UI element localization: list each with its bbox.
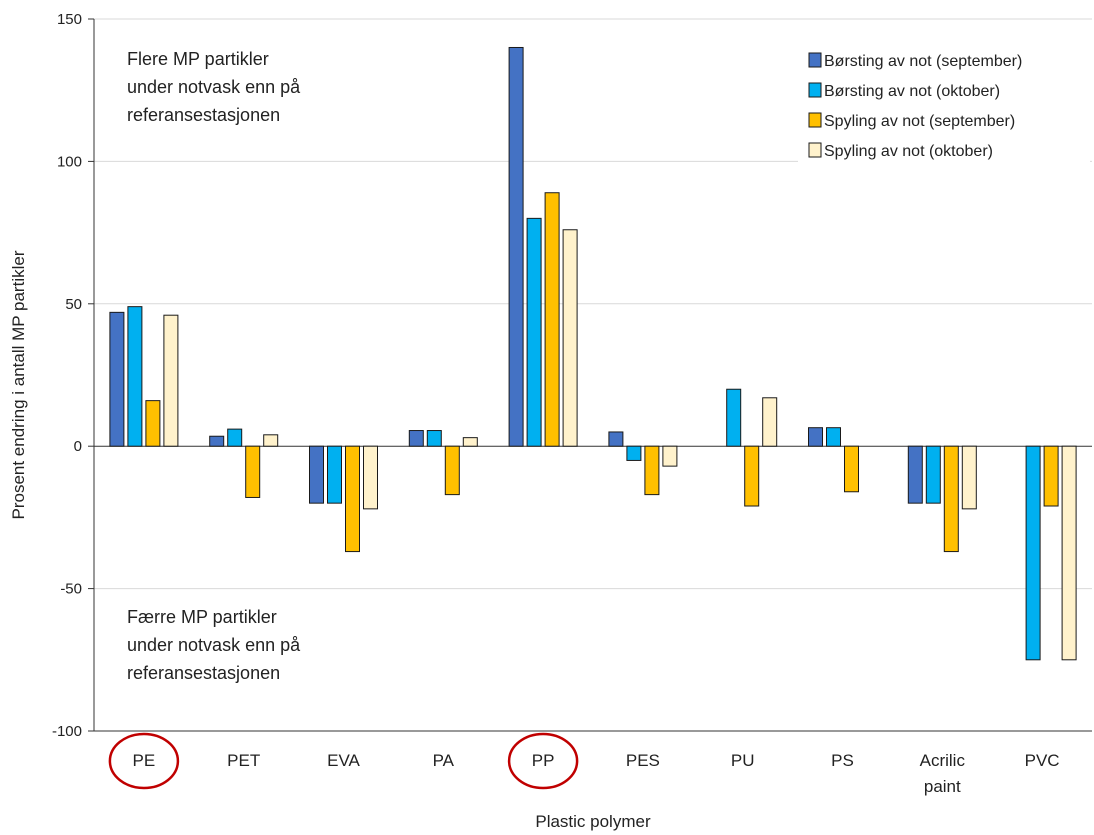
legend-swatch (808, 112, 822, 128)
x-tick-label: PS (831, 751, 854, 770)
y-tick-label: -50 (60, 581, 82, 598)
bar-pet-series-3 (245, 445, 261, 498)
bar-pp-series-4 (562, 229, 578, 447)
bar-pe-series-4 (163, 314, 179, 447)
bar-eva-series-3 (345, 445, 360, 553)
bar-acrilic-paint-series-3 (943, 445, 959, 553)
bar-pp-series-2 (526, 217, 542, 447)
x-tick-label: PET (227, 751, 260, 770)
bar-acrilic-paint-series-1 (907, 445, 923, 504)
bar-pa-series-4 (462, 437, 478, 447)
bar-pu-series-3 (744, 445, 760, 507)
bar-pvc-series-4 (1061, 445, 1077, 661)
y-tick-label: -100 (52, 723, 82, 740)
bar-pes-series-2 (626, 445, 642, 461)
bar-pes-series-1 (608, 431, 624, 447)
bar-acrilic-paint-series-4 (961, 445, 977, 510)
bar-ps-series-1 (808, 427, 823, 447)
legend-label: Spyling av not (oktober) (824, 143, 993, 160)
bar-pa-series-2 (426, 430, 442, 447)
y-tick-label: 100 (57, 153, 82, 170)
bar-eva-series-4 (363, 445, 378, 510)
annotation-top-line: referansestasjonen (127, 105, 280, 125)
legend-swatch (808, 142, 822, 158)
bar-acrilic-paint-series-2 (925, 445, 941, 504)
x-tick-label: PU (731, 751, 755, 770)
bar-pvc-series-3 (1043, 445, 1059, 507)
annotation-bottom-line: under notvask enn på (127, 635, 301, 655)
x-tick-label: PP (532, 751, 555, 770)
bar-pu-series-4 (762, 397, 778, 447)
x-tick-label: paint (924, 777, 961, 796)
bar-pp-series-1 (508, 46, 524, 447)
bar-pa-series-3 (444, 445, 460, 496)
highlight-circle (507, 732, 579, 790)
bar-ps-series-3 (844, 445, 859, 493)
legend-swatch (808, 82, 822, 98)
bar-pes-series-4 (662, 445, 678, 467)
legend-background (798, 38, 1090, 198)
annotation-top-line: under notvask enn på (127, 77, 301, 97)
y-tick-label: 50 (65, 296, 82, 313)
bar-pvc-series-2 (1025, 445, 1041, 661)
x-tick-label: PE (133, 751, 156, 770)
bar-pet-series-4 (263, 434, 279, 447)
x-tick-label: PVC (1025, 751, 1060, 770)
bar-pu-series-2 (726, 388, 742, 447)
annotation-bottom-line: Færre MP partikler (127, 607, 277, 627)
x-tick-label: PA (433, 751, 455, 770)
annotation-top-line: Flere MP partikler (127, 49, 269, 69)
x-tick-label: PES (626, 751, 660, 770)
bar-pes-series-3 (644, 445, 660, 496)
bar-pa-series-1 (408, 430, 424, 447)
x-tick-label: Acrilic (920, 751, 966, 770)
bar-pp-series-3 (544, 192, 560, 447)
y-tick-label: 0 (74, 438, 82, 455)
legend-label: Børsting av not (oktober) (824, 83, 1000, 100)
bar-pe-series-3 (145, 400, 161, 447)
bar-eva-series-1 (309, 445, 324, 504)
x-tick-label: EVA (327, 751, 360, 770)
bar-pet-series-1 (209, 435, 225, 447)
legend-label: Børsting av not (september) (824, 53, 1022, 70)
legend-swatch (808, 52, 822, 68)
y-tick-label: 150 (57, 11, 82, 28)
bar-pe-series-2 (127, 306, 143, 447)
bar-eva-series-2 (327, 445, 342, 504)
bar-pe-series-1 (109, 311, 125, 447)
highlight-circle (108, 732, 180, 790)
y-axis-title: Prosent endring i antall MP partikler (9, 250, 28, 519)
legend-label: Spyling av not (september) (824, 113, 1015, 130)
annotation-bottom-line: referansestasjonen (127, 663, 280, 683)
bar-pet-series-2 (227, 428, 243, 447)
x-axis-title: Plastic polymer (535, 812, 651, 831)
bar-ps-series-2 (826, 427, 841, 447)
